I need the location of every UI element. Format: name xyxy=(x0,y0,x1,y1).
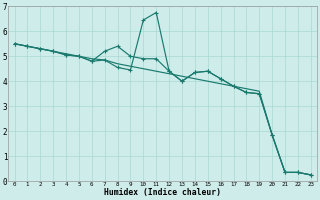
X-axis label: Humidex (Indice chaleur): Humidex (Indice chaleur) xyxy=(104,188,221,197)
